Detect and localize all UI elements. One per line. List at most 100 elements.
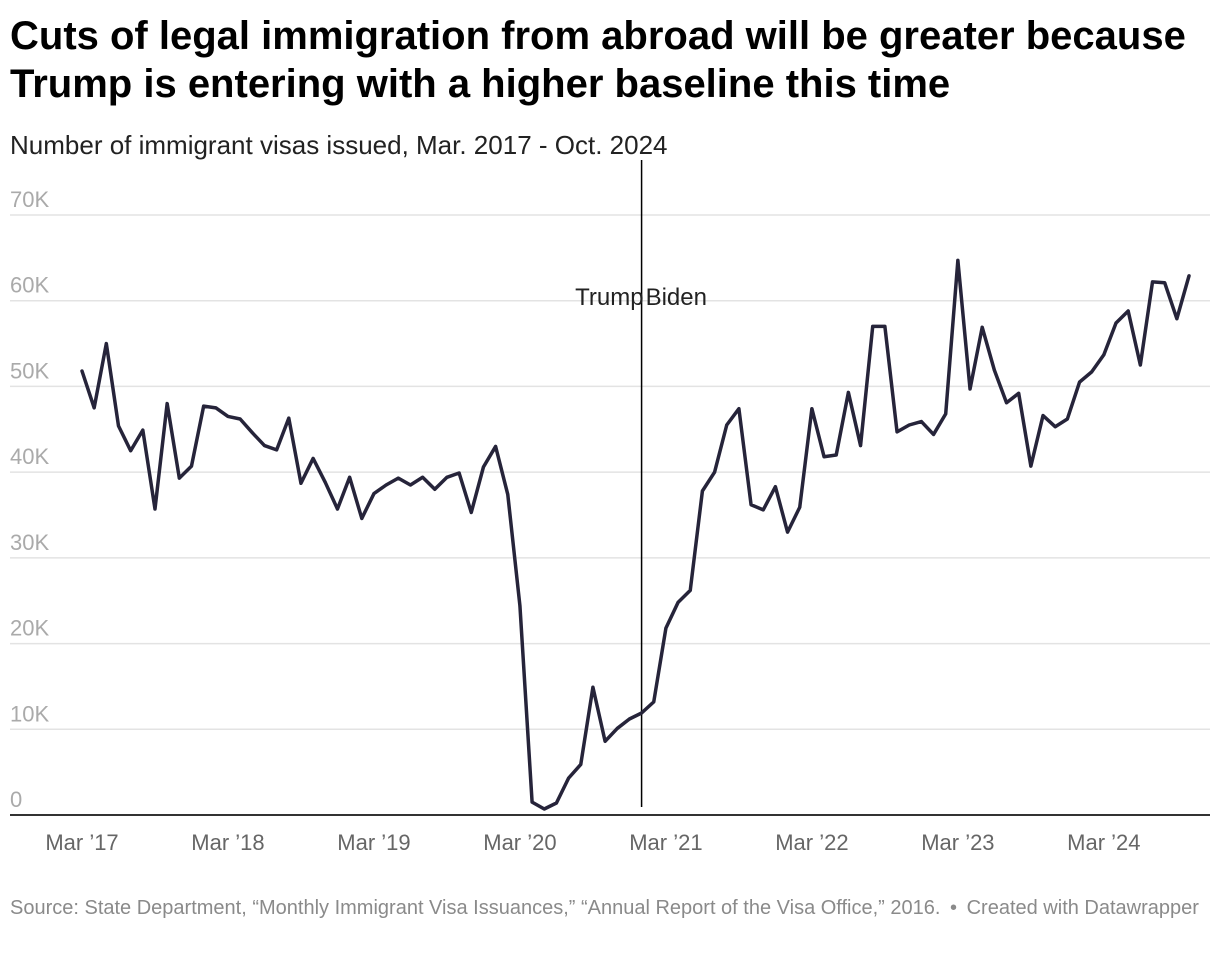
x-tick-label: Mar ’18 [191,830,264,855]
data-point [287,416,291,420]
data-point [749,503,753,507]
data-point [80,369,84,373]
data-point [1175,317,1179,321]
y-tick-label: 50K [10,358,49,383]
data-point [1005,401,1009,405]
x-tick-label: Mar ’23 [921,830,994,855]
data-point [773,485,777,489]
data-point [129,449,133,453]
data-point [956,258,960,262]
data-point [992,368,996,372]
x-axis-ticks: Mar ’17 Mar ’18 Mar ’19 Mar ’20 Mar ’21 Mar ’… [45,830,1140,855]
data-point [372,492,376,496]
data-point [676,600,680,604]
data-point [445,475,449,479]
data-point [92,406,96,410]
x-tick-label: Mar ’20 [483,830,556,855]
data-point [542,807,546,811]
data-point [494,444,498,448]
data-point [335,507,339,511]
data-point [615,726,619,730]
data-point [871,324,875,328]
data-point [506,492,510,496]
data-point [275,448,279,452]
data-point [141,428,145,432]
y-tick-label: 60K [10,273,49,298]
data-point [907,423,911,427]
annotation-label-biden: Biden [646,284,707,311]
y-tick-label: 20K [10,616,49,641]
data-point [177,476,181,480]
y-tick-label: 10K [10,701,49,726]
data-point [761,508,765,512]
data-point [311,456,315,460]
data-point [554,801,558,805]
data-point [1163,281,1167,285]
data-point [1126,309,1130,313]
data-point [968,387,972,391]
data-point [700,489,704,493]
data-point [116,424,120,428]
footer-separator: • [950,897,958,919]
annotation-label-trump: Trump [575,284,643,311]
data-point [104,342,108,346]
data-point [214,406,218,410]
data-point [518,604,522,608]
data-points [80,258,1191,811]
y-tick-label: 0 [10,787,22,812]
data-point [189,464,193,468]
data-point [822,455,826,459]
data-point [1114,321,1118,325]
y-tick-label: 30K [10,530,49,555]
data-point [932,432,936,436]
data-point [980,325,984,329]
data-point [396,476,400,480]
data-point [1029,464,1033,468]
data-point [433,487,437,491]
data-point [652,700,656,704]
series-layer [80,258,1191,811]
data-point [202,404,206,408]
data-point [457,471,461,475]
data-point [603,739,607,743]
x-tick-label: Mar ’21 [629,830,702,855]
data-point [688,588,692,592]
annotation-layer: Trump Biden [575,160,707,807]
data-point [1053,425,1057,429]
x-tick-label: Mar ’17 [45,830,118,855]
data-point [895,430,899,434]
data-point [846,390,850,394]
data-point [1102,353,1106,357]
data-point [798,505,802,509]
data-point [299,481,303,485]
data-point [262,444,266,448]
y-axis-ticks: 0 10K 20K 30K 40K 50K 60K 70K [10,187,49,812]
data-point [348,475,352,479]
data-point [664,626,668,630]
data-point [1138,363,1142,367]
data-point [725,423,729,427]
x-tick-label: Mar ’22 [775,830,848,855]
data-point [250,431,254,435]
data-point [919,420,923,424]
data-point [834,453,838,457]
data-point [1017,391,1021,395]
data-point [238,417,242,421]
data-point [1151,280,1155,284]
chart-title: Cuts of legal immigration from abroad wi… [10,14,1186,106]
credit-note: Created with Datawrapper [966,897,1199,919]
footer: Source: State Department, “Monthly Immig… [10,896,1210,921]
data-point [883,324,887,328]
series-line [80,258,1191,811]
data-point [469,510,473,514]
data-point [153,507,157,511]
y-tick-label: 40K [10,444,49,469]
x-tick-label: Mar ’19 [337,830,410,855]
data-point [810,407,814,411]
data-point [640,711,644,715]
data-point [323,480,327,484]
data-point [226,414,230,418]
data-point [1090,370,1094,374]
data-point [165,402,169,406]
